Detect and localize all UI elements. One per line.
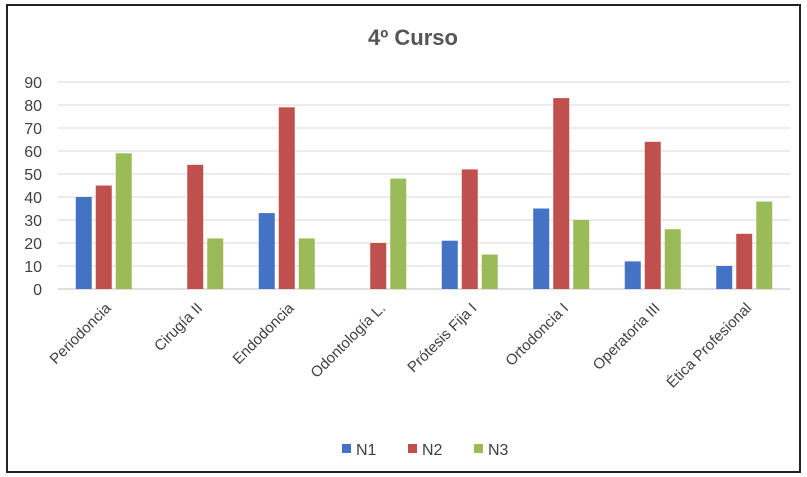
y-tick-label: 10 bbox=[24, 259, 42, 276]
bar-n1-7 bbox=[716, 266, 733, 289]
bar-n2-5 bbox=[553, 98, 570, 289]
bar-n3-4 bbox=[481, 254, 498, 289]
legend-swatch-n2 bbox=[408, 444, 417, 453]
y-tick-label: 60 bbox=[24, 144, 42, 161]
x-tick-label: Endodoncia bbox=[230, 299, 299, 368]
bar-n2-6 bbox=[644, 141, 661, 289]
bar-n3-6 bbox=[664, 229, 681, 289]
bar-n3-7 bbox=[756, 201, 773, 289]
chart-title: 4º Curso bbox=[368, 25, 458, 50]
x-tick-label: Cirugía II bbox=[151, 300, 206, 355]
x-tick-label: Odontología L. bbox=[307, 300, 389, 382]
x-tick-label: Operatoria III bbox=[590, 300, 664, 374]
y-tick-label: 80 bbox=[24, 98, 42, 115]
legend-label-n2: N2 bbox=[422, 442, 443, 459]
bar-n2-2 bbox=[278, 107, 295, 289]
bar-n1-6 bbox=[624, 261, 641, 289]
y-tick-label: 30 bbox=[24, 213, 42, 230]
bar-n2-0 bbox=[95, 185, 112, 289]
x-tick-label: Periodoncia bbox=[47, 299, 116, 368]
bars bbox=[75, 98, 773, 289]
legend-swatch-n1 bbox=[342, 444, 351, 453]
bar-n3-5 bbox=[573, 220, 590, 289]
bar-n1-5 bbox=[533, 208, 550, 289]
y-tick-label: 20 bbox=[24, 236, 42, 253]
y-tick-label: 50 bbox=[24, 167, 42, 184]
legend-swatch-n3 bbox=[474, 444, 483, 453]
bar-n2-7 bbox=[736, 233, 753, 289]
legend: N1 N2 N3 bbox=[342, 442, 509, 459]
y-axis-ticks: 0 10 20 30 40 50 60 70 80 90 bbox=[24, 75, 42, 299]
bar-n3-0 bbox=[115, 153, 132, 289]
x-axis-labels: Periodoncia Cirugía II Endodoncia Odontolog… bbox=[47, 299, 756, 391]
legend-label-n1: N1 bbox=[356, 442, 377, 459]
x-tick-label: Ortodoncia I bbox=[502, 300, 572, 370]
bar-n3-2 bbox=[298, 238, 315, 289]
bar-n3-3 bbox=[390, 178, 407, 289]
x-tick-label: Ética Profesional bbox=[663, 300, 755, 392]
bar-n2-3 bbox=[370, 243, 387, 289]
bar-n3-1 bbox=[207, 238, 224, 289]
y-tick-label: 0 bbox=[33, 282, 42, 299]
x-tick-label: Prótesis Fija I bbox=[404, 300, 480, 376]
legend-label-n3: N3 bbox=[488, 442, 509, 459]
bar-n1-2 bbox=[258, 213, 275, 289]
bar-n1-0 bbox=[75, 197, 92, 289]
bar-n1-4 bbox=[441, 240, 458, 289]
y-tick-label: 40 bbox=[24, 190, 42, 207]
bar-n2-4 bbox=[461, 169, 478, 289]
y-tick-label: 70 bbox=[24, 121, 42, 138]
bar-n2-1 bbox=[187, 164, 204, 289]
y-tick-label: 90 bbox=[24, 75, 42, 92]
